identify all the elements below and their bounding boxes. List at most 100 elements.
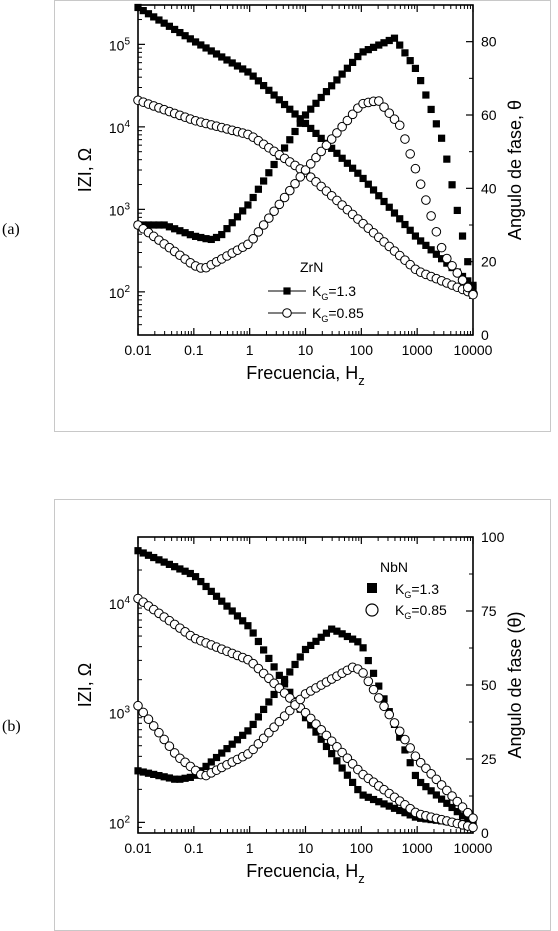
data-point-square	[275, 671, 283, 679]
data-point-square	[233, 736, 242, 744]
data-point-circle	[154, 727, 164, 738]
data-point-circle	[295, 172, 306, 182]
panel-b-x-tick-label: 100	[350, 840, 374, 856]
data-point-square	[385, 802, 393, 810]
data-point-square	[432, 250, 440, 258]
data-point-circle	[159, 734, 169, 745]
data-point-square	[411, 232, 420, 240]
data-point-circle	[421, 195, 431, 205]
data-point-circle	[321, 140, 332, 151]
data-point-square	[359, 48, 367, 56]
data-point-square	[254, 637, 262, 646]
data-point-square	[406, 226, 414, 234]
panel-a-x-tick-label: 10000	[454, 342, 493, 358]
data-point-square	[390, 34, 399, 42]
data-point-square	[144, 551, 153, 559]
data-point-circle	[264, 213, 274, 223]
data-point-circle	[389, 114, 400, 125]
data-point-square	[328, 144, 336, 152]
panel-b-y-left-tick-label: 102	[109, 814, 131, 831]
panel-a-y-right-tick-label: 0	[481, 327, 489, 343]
data-point-square	[312, 99, 320, 107]
panel-a-chart: 0.01 0.1 1 10 100 1000 10000 102 103 104 105 0 20 40 6…	[75, 3, 525, 388]
data-point-square	[338, 70, 346, 78]
data-point-circle	[138, 707, 149, 718]
data-point-square	[233, 612, 242, 620]
data-point-square	[364, 46, 372, 54]
data-point-square	[296, 119, 304, 127]
data-point-square	[338, 764, 346, 772]
data-point-square	[343, 771, 351, 779]
data-point-square	[249, 72, 257, 80]
data-point-square	[406, 57, 414, 65]
data-point-square	[437, 795, 446, 803]
data-point-square	[265, 86, 273, 94]
data-point-square	[150, 13, 158, 21]
data-point-square	[354, 638, 362, 646]
data-point-square	[186, 231, 194, 239]
panel-a-x-axis-label: Frecuencia, Hz	[246, 363, 365, 388]
data-point-square	[453, 808, 461, 816]
data-point-square	[155, 221, 163, 229]
data-point-circle	[258, 220, 269, 230]
data-point-square	[207, 47, 215, 55]
data-point-square	[260, 705, 268, 714]
panel-a-series-0	[134, 3, 477, 289]
panel-b-x-tick-label: 0.01	[124, 840, 151, 856]
panel-b-y-left-axis-label: IZI, Ω	[75, 663, 95, 707]
data-point-circle	[447, 260, 457, 271]
data-point-square	[249, 629, 257, 637]
data-point-square	[443, 155, 451, 163]
legend-circle-marker	[282, 308, 292, 318]
data-point-square	[422, 91, 430, 99]
data-point-circle	[410, 163, 421, 174]
data-point-circle	[143, 714, 154, 725]
data-point-square	[406, 811, 414, 819]
data-point-circle	[133, 700, 143, 711]
legend-square-marker	[283, 287, 291, 295]
data-point-square	[369, 795, 378, 804]
data-point-circle	[311, 152, 321, 163]
data-point-square	[427, 787, 435, 795]
data-point-square	[458, 812, 467, 820]
data-point-square	[312, 728, 320, 736]
legend-label: KG=0.85	[312, 305, 364, 324]
data-point-circle	[442, 253, 452, 264]
data-point-square	[317, 134, 325, 142]
data-point-square	[202, 762, 210, 770]
data-point-square	[307, 105, 315, 113]
legend-label: KG=0.85	[395, 602, 447, 621]
panel-b-series-2	[133, 593, 478, 833]
data-point-square	[333, 627, 341, 635]
panel-b-x-ticks: 0.01 0.1 1 10 100 1000 10000	[124, 537, 493, 856]
data-point-square	[228, 219, 236, 227]
data-point-square	[244, 201, 252, 209]
data-point-square	[453, 206, 461, 215]
data-point-circle	[426, 211, 436, 221]
data-point-square	[207, 587, 215, 595]
panel-b-series-1	[134, 625, 477, 828]
data-point-square	[364, 656, 372, 665]
panel-a-frame	[54, 0, 551, 432]
panel-b-x-tick-label: 10	[298, 840, 314, 856]
data-point-square	[317, 93, 325, 102]
panel-a-series-1	[134, 34, 477, 291]
data-point-square	[176, 775, 184, 783]
data-point-square	[191, 232, 200, 240]
data-point-square	[228, 740, 236, 748]
data-point-square	[333, 76, 341, 84]
data-point-square	[286, 105, 294, 113]
data-point-square	[239, 731, 247, 739]
data-point-square	[322, 88, 331, 96]
data-point-square	[254, 713, 262, 721]
data-point-square	[181, 567, 189, 575]
panel-b-y-right-tick-label: 0	[481, 825, 489, 841]
data-point-square	[212, 50, 221, 58]
panel-a-x-tick-label: 1	[246, 342, 254, 358]
panel-a-series-3	[133, 96, 478, 300]
data-point-square	[369, 43, 378, 51]
data-point-square	[202, 44, 210, 52]
panel-b-x-axis-label: Frecuencia, Hz	[246, 861, 365, 886]
data-point-square	[307, 124, 315, 133]
data-point-square	[291, 660, 299, 669]
